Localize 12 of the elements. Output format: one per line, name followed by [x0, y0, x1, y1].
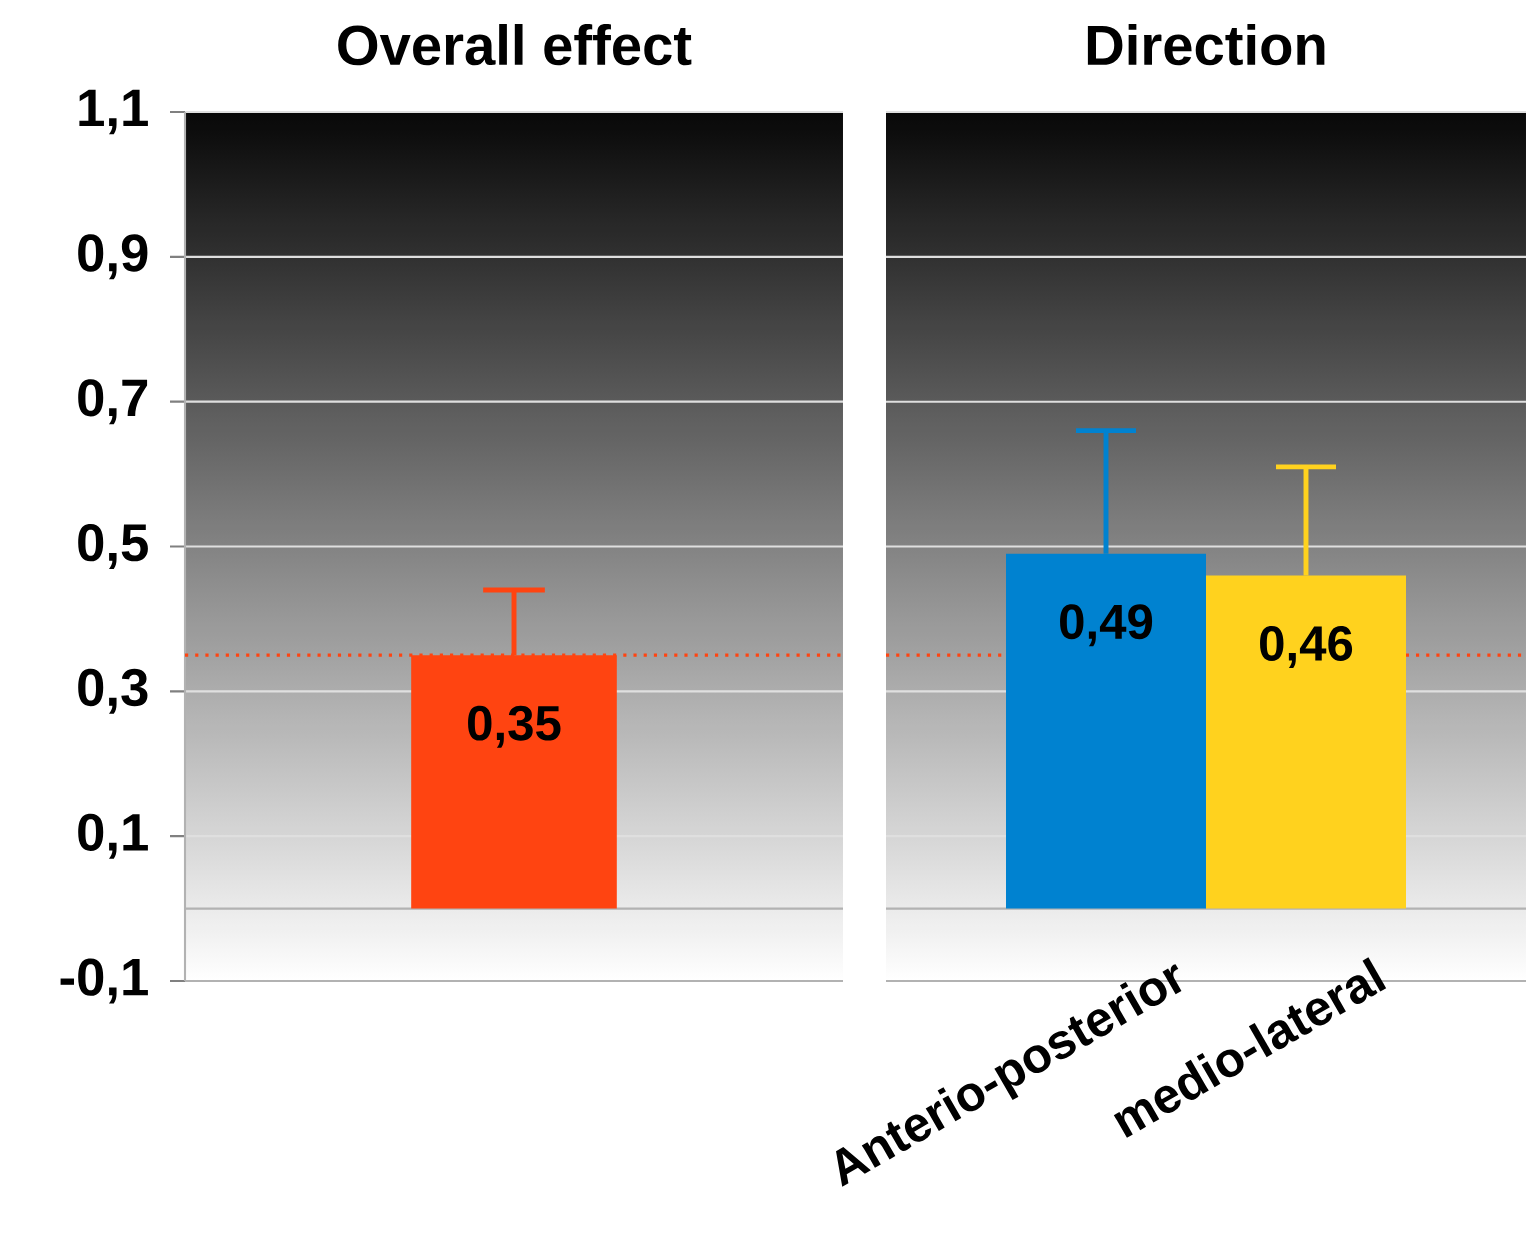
y-tick-label: 0,1 [78, 813, 148, 859]
data-label: 0,49 [1060, 604, 1153, 647]
y-tick-label: 0,3 [78, 668, 148, 714]
y-tick-label: -0,1 [60, 958, 148, 1004]
chart-title: Overall effect [338, 24, 692, 66]
y-tick-label: 0,7 [78, 379, 148, 425]
data-label: 0,35 [468, 705, 561, 748]
y-tick-label: 1,1 [79, 89, 148, 135]
y-tick-label: 0,5 [78, 524, 148, 569]
y-tick-label: 0,9 [78, 234, 148, 280]
chart-title: Direction [1087, 24, 1325, 66]
data-label: 0,46 [1260, 626, 1353, 669]
